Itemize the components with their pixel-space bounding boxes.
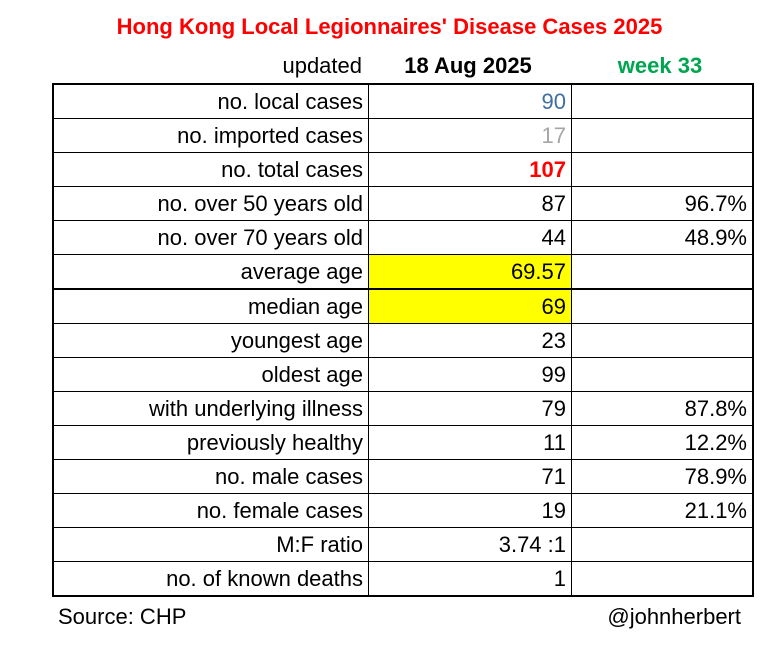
row-percent [571,83,754,119]
stats-table: no. local cases 90 no. imported cases 17… [52,83,754,597]
row-percent: 87.8% [571,391,754,426]
table-row: oldest age 99 [52,357,754,392]
row-percent [571,323,754,358]
row-percent [571,561,754,597]
table-row: no. female cases 19 21.1% [52,493,754,528]
table-row: no. local cases 90 [52,83,754,119]
source-note: Source: CHP [58,604,187,629]
row-value: 11 [368,425,572,460]
row-label: M:F ratio [52,527,369,562]
row-value: 87 [368,186,572,221]
row-label: average age [52,254,369,290]
row-value: 90 [368,83,572,119]
row-label: no. female cases [52,493,369,528]
row-label: no. over 70 years old [52,220,369,255]
row-value: 3.74 :1 [368,527,572,562]
row-value: 71 [368,459,572,494]
table-row: no. imported cases 17 [52,118,754,153]
page-title: Hong Kong Local Legionnaires' Disease Ca… [116,14,663,39]
row-percent: 48.9% [571,220,754,255]
row-percent: 78.9% [571,459,754,494]
row-percent [571,254,754,290]
table-row: no. over 70 years old 44 48.9% [52,220,754,255]
row-percent: 12.2% [571,425,754,460]
row-value: 23 [368,323,572,358]
row-label: previously healthy [52,425,369,460]
row-percent [571,288,754,324]
row-label: no. total cases [52,152,369,187]
row-value: 107 [368,152,572,187]
table-row: M:F ratio 3.74 :1 [52,527,754,562]
row-label: no. over 50 years old [52,186,369,221]
table-row: youngest age 23 [52,323,754,358]
row-label: no. of known deaths [52,561,369,597]
table-row: previously healthy 11 12.2% [52,425,754,460]
row-percent: 21.1% [571,493,754,528]
row-label: with underlying illness [52,391,369,426]
author-credit: @johnherbert [607,604,741,629]
row-value: 1 [368,561,572,597]
row-percent [571,357,754,392]
row-label: no. local cases [52,83,369,119]
row-percent [571,152,754,187]
row-percent [571,527,754,562]
row-value: 99 [368,357,572,392]
row-value: 19 [368,493,572,528]
table-row: no. male cases 71 78.9% [52,459,754,494]
row-value: 69 [368,288,572,324]
row-label: oldest age [52,357,369,392]
row-label: median age [52,288,369,324]
updated-label: updated [282,53,362,78]
table-row: median age 69 [52,288,754,324]
row-value: 69.57 [368,254,572,290]
table-row: no. total cases 107 [52,152,754,187]
row-percent [571,118,754,153]
row-value: 44 [368,220,572,255]
week-label: week 33 [617,53,703,78]
table-row: no. over 50 years old 87 96.7% [52,186,754,221]
row-value: 17 [368,118,572,153]
row-label: no. male cases [52,459,369,494]
row-value: 79 [368,391,572,426]
updated-date: 18 Aug 2025 [404,53,532,78]
table-row: no. of known deaths 1 [52,561,754,597]
table-row: average age 69.57 [52,254,754,290]
row-percent: 96.7% [571,186,754,221]
row-label: youngest age [52,323,369,358]
row-label: no. imported cases [52,118,369,153]
table-row: with underlying illness 79 87.8% [52,391,754,426]
